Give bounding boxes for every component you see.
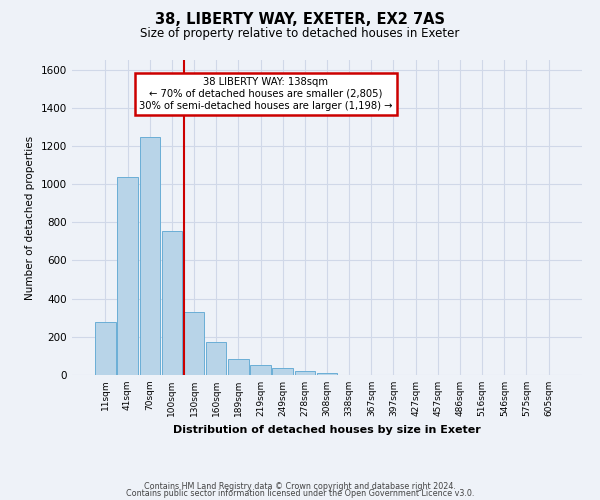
Text: 38, LIBERTY WAY, EXETER, EX2 7AS: 38, LIBERTY WAY, EXETER, EX2 7AS bbox=[155, 12, 445, 28]
Bar bbox=[228, 360, 248, 375]
Text: Contains HM Land Registry data © Crown copyright and database right 2024.: Contains HM Land Registry data © Crown c… bbox=[144, 482, 456, 491]
Y-axis label: Number of detached properties: Number of detached properties bbox=[25, 136, 35, 300]
Bar bbox=[118, 178, 138, 375]
Bar bbox=[250, 366, 271, 375]
Bar bbox=[140, 138, 160, 375]
Bar bbox=[295, 371, 315, 375]
Text: Size of property relative to detached houses in Exeter: Size of property relative to detached ho… bbox=[140, 28, 460, 40]
Bar bbox=[206, 342, 226, 375]
Bar bbox=[95, 322, 116, 375]
X-axis label: Distribution of detached houses by size in Exeter: Distribution of detached houses by size … bbox=[173, 424, 481, 434]
Bar bbox=[184, 312, 204, 375]
Text: Contains public sector information licensed under the Open Government Licence v3: Contains public sector information licen… bbox=[126, 490, 474, 498]
Text: 38 LIBERTY WAY: 138sqm
← 70% of detached houses are smaller (2,805)
30% of semi-: 38 LIBERTY WAY: 138sqm ← 70% of detached… bbox=[139, 78, 392, 110]
Bar bbox=[317, 373, 337, 375]
Bar bbox=[272, 368, 293, 375]
Bar bbox=[161, 231, 182, 375]
